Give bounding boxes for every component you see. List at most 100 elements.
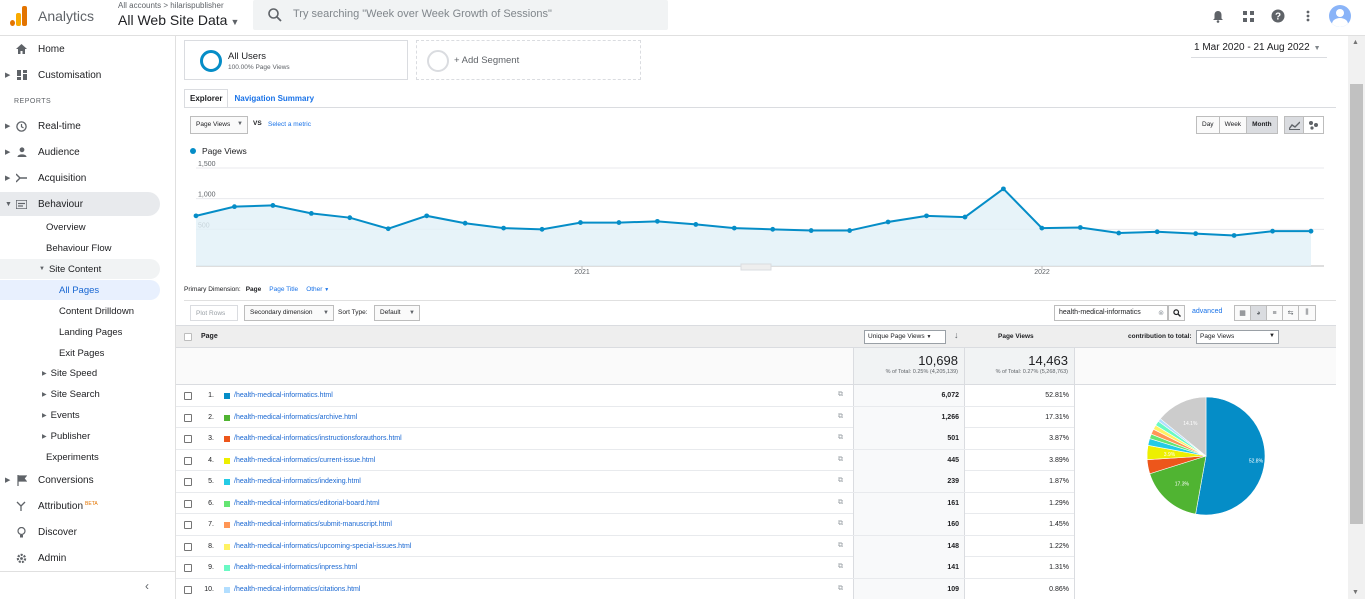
sidebar-item-behaviour[interactable]: ▼ Behaviour [0,192,160,216]
sidebar-item-conversions[interactable]: ▶ Conversions [0,468,160,492]
page-url-link[interactable]: /health-medical-informatics.html [234,392,333,399]
open-link-icon[interactable]: ⧉ [838,541,843,549]
analytics-logo-icon[interactable] [10,6,28,26]
row-checkbox[interactable] [184,413,192,422]
page-url-link[interactable]: /health-medical-informatics/citations.ht… [234,585,361,593]
page-scrollbar[interactable]: ▲ ▼ [1348,36,1365,599]
tab-navigation-summary[interactable]: Navigation Summary [234,94,315,103]
open-link-icon[interactable]: ⧉ [838,498,843,506]
sidebar-item-site-content[interactable]: ▼ Site Content [0,259,160,279]
sidebar-item-site-search[interactable]: ▶ Site Search [0,384,160,404]
more-vert-icon[interactable] [1299,7,1317,25]
sidebar-item-discover[interactable]: Discover [0,520,160,544]
sort-descending-icon[interactable]: ↓ [954,330,959,340]
advanced-filter-link[interactable]: advanced [1192,308,1223,315]
page-url-link[interactable]: /health-medical-informatics/archive.html [234,413,358,421]
page-url-link[interactable]: /health-medical-informatics/instructions… [234,435,402,442]
sidebar-item-overview[interactable]: Overview [46,221,86,233]
select-a-metric-link[interactable]: Select a metric [268,121,311,128]
column-header-unique-page-views[interactable]: Unique Page Views ▼ [864,330,946,344]
sidebar-item-realtime[interactable]: ▶ Real-time [0,114,160,138]
sort-type-select[interactable]: Default ▼ [374,305,420,321]
sidebar-item-customisation[interactable]: ▶ Customisation [0,63,160,87]
open-link-icon[interactable]: ⧉ [838,584,843,592]
column-header-page-views[interactable]: Page Views [998,333,1034,340]
scroll-down-icon[interactable]: ▼ [1352,589,1359,596]
account-breadcrumb[interactable]: All accounts > hilarispublisher [118,1,224,10]
scroll-up-icon[interactable]: ▲ [1352,39,1359,46]
filter-search-button[interactable] [1168,305,1185,321]
data-table-icon[interactable]: ▦ [1235,306,1251,320]
property-selector[interactable]: All Web Site Data ▼ [118,12,239,28]
page-url-link[interactable]: /health-medical-informatics/current-issu… [234,456,376,464]
open-link-icon[interactable]: ⧉ [838,412,843,420]
tab-explorer[interactable]: Explorer [184,89,229,108]
motion-chart-icon[interactable] [1304,117,1323,133]
page-url-link[interactable]: /health-medical-informatics/indexing.htm… [234,478,361,485]
secondary-dimension-select[interactable]: Secondary dimension ▼ [244,305,334,321]
open-link-icon[interactable]: ⧉ [838,563,843,570]
plot-rows-button[interactable]: Plot Rows [190,305,238,321]
open-link-icon[interactable]: ⧉ [838,520,843,527]
sidebar-item-acquisition[interactable]: ▶ Acquisition [0,166,160,190]
pie-slice[interactable] [1149,455,1207,515]
sidebar-item-events[interactable]: ▶ Events [0,405,160,425]
row-checkbox[interactable] [184,564,192,572]
row-checkbox[interactable] [184,478,192,486]
add-segment-button[interactable]: + Add Segment [416,40,641,80]
sidebar-item-home[interactable]: Home [0,37,160,61]
select-all-checkbox[interactable] [184,333,192,341]
sidebar-item-site-speed[interactable]: ▶ Site Speed [0,363,160,383]
line-chart-icon[interactable] [1285,117,1304,133]
row-checkbox[interactable] [184,456,192,465]
row-checkbox[interactable] [184,435,192,443]
open-link-icon[interactable]: ⧉ [838,434,843,441]
open-link-icon[interactable]: ⧉ [838,391,843,398]
sidebar-item-content-drilldown[interactable]: Content Drilldown [59,305,134,317]
granularity-month-button[interactable]: Month [1247,117,1277,133]
sidebar-item-admin[interactable]: Admin [0,546,160,570]
row-checkbox[interactable] [184,392,192,400]
page-url-link[interactable]: /health-medical-informatics/inpress.html [234,564,358,571]
dimension-other-link[interactable]: Other ▼ [306,286,329,293]
date-range-picker[interactable]: 1 Mar 2020 - 21 Aug 2022 ▼ [1194,42,1321,53]
apps-grid-icon[interactable] [1239,7,1257,25]
open-link-icon[interactable]: ⧉ [838,477,843,484]
open-link-icon[interactable]: ⧉ [838,455,843,463]
sidebar-item-audience[interactable]: ▶ Audience [0,140,160,164]
search-bar[interactable]: Try searching "Week over Week Growth of … [253,0,668,30]
sidebar-item-experiments[interactable]: Experiments [46,451,99,463]
pie-view-icon[interactable]: ◕ [1251,306,1267,320]
row-checkbox[interactable] [184,585,192,594]
bell-icon[interactable] [1209,7,1227,25]
segment-all-users[interactable]: All Users 100.00% Page Views [184,40,408,80]
sidebar-item-exit-pages[interactable]: Exit Pages [59,347,105,359]
comparison-view-icon[interactable]: ⇆ [1283,306,1299,320]
sidebar-item-all-pages[interactable]: All Pages [0,280,160,300]
contribution-select[interactable]: Page Views ▼ [1196,330,1279,344]
sidebar-item-publisher[interactable]: ▶ Publisher [0,426,160,446]
pie-slice[interactable] [1159,396,1207,457]
table-filter-input[interactable]: health-medical-informatics ⊗ [1054,305,1168,321]
dimension-page-title-link[interactable]: Page Title [269,286,299,293]
sidebar-item-behaviour-flow[interactable]: Behaviour Flow [46,242,112,254]
help-icon[interactable]: ? [1269,7,1287,25]
row-checkbox[interactable] [184,542,192,551]
sidebar-item-landing-pages[interactable]: Landing Pages [59,326,123,338]
page-url-link[interactable]: /health-medical-informatics/editorial-bo… [234,499,380,507]
chevron-left-icon[interactable]: ‹ [145,579,149,593]
pie-slice[interactable] [1195,396,1266,516]
avatar[interactable] [1329,5,1351,27]
row-checkbox[interactable] [184,499,192,508]
performance-view-icon[interactable]: ≡ [1267,306,1283,320]
granularity-day-button[interactable]: Day [1197,117,1220,133]
page-url-link[interactable]: /health-medical-informatics/upcoming-spe… [234,542,412,550]
scrollbar-thumb[interactable] [1350,84,1363,524]
clear-icon[interactable]: ⊗ [1158,310,1164,317]
column-header-page[interactable]: Page [201,333,218,340]
row-checkbox[interactable] [184,521,192,529]
granularity-week-button[interactable]: Week [1219,117,1248,133]
metric-select[interactable]: Page Views ▼ [190,116,248,134]
page-url-link[interactable]: /health-medical-informatics/submit-manus… [234,521,392,528]
sidebar-item-attribution[interactable]: Attribution BETA [0,494,160,518]
